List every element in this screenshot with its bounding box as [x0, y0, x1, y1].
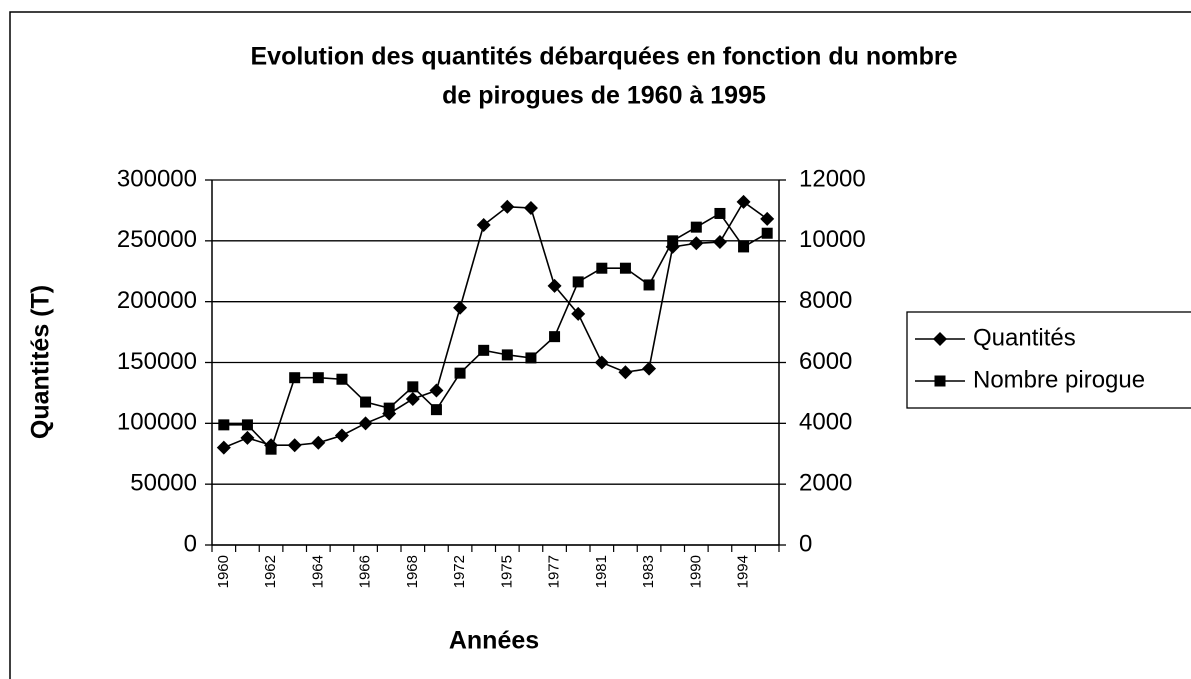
x-tick-label: 1962	[262, 555, 279, 588]
data-point	[501, 349, 513, 361]
x-axis-title: Années	[449, 627, 539, 655]
x-tick-label: 1990	[687, 555, 704, 588]
data-point	[934, 375, 946, 387]
data-point	[500, 199, 515, 214]
data-point	[571, 306, 586, 321]
chart-title: Evolution des quantités débarquées en fo…	[250, 43, 957, 71]
y-tick-label: 0	[184, 530, 197, 557]
legend-box	[906, 311, 1191, 409]
data-point	[933, 332, 947, 346]
data-point	[289, 372, 301, 384]
legend-label: Quantités	[973, 324, 1076, 351]
y-tick-label: 300000	[117, 165, 197, 192]
legend-label: Nombre pirogue	[973, 366, 1145, 393]
data-point	[454, 367, 466, 379]
data-point	[241, 419, 253, 431]
data-point	[334, 428, 349, 443]
data-point	[429, 383, 444, 398]
data-point	[218, 419, 230, 431]
y2-tick-label: 10000	[799, 226, 866, 253]
y-tick-label: 50000	[130, 470, 197, 497]
data-point	[689, 236, 704, 251]
data-point	[667, 235, 679, 247]
x-tick-label: 1968	[404, 555, 421, 588]
y2-tick-label: 4000	[799, 409, 852, 436]
data-point	[525, 352, 537, 364]
data-point	[594, 355, 609, 370]
x-tick-label: 1981	[593, 555, 610, 588]
x-tick-label: 1977	[546, 555, 563, 588]
data-point	[736, 194, 751, 209]
data-point	[240, 430, 255, 445]
y2-tick-label: 2000	[799, 470, 852, 497]
data-point	[336, 373, 348, 385]
y2-tick-label: 12000	[799, 165, 866, 192]
y2-tick-label: 8000	[799, 287, 852, 314]
data-point	[407, 381, 419, 393]
y-tick-label: 250000	[117, 226, 197, 253]
x-tick-label: 1972	[451, 555, 468, 588]
data-point	[643, 279, 655, 291]
data-point	[619, 262, 631, 274]
data-point	[383, 402, 395, 414]
x-tick-label: 1975	[498, 555, 515, 588]
data-point	[216, 440, 231, 455]
x-tick-label: 1983	[640, 555, 657, 588]
data-point	[547, 278, 562, 293]
y-tick-label: 100000	[117, 409, 197, 436]
y2-tick-label: 0	[799, 530, 812, 557]
data-point	[453, 300, 468, 315]
y-axis-title: Quantités (T)	[27, 285, 55, 439]
y-tick-label: 200000	[117, 287, 197, 314]
data-point	[430, 404, 442, 416]
data-point	[596, 262, 608, 274]
data-point	[360, 396, 372, 408]
data-point	[358, 416, 373, 431]
chart-title: de pirogues de 1960 à 1995	[442, 82, 766, 110]
x-tick-label: 1994	[735, 555, 752, 588]
data-point	[478, 344, 490, 356]
data-point	[311, 435, 326, 450]
x-tick-label: 1960	[215, 555, 232, 588]
data-point	[760, 211, 775, 226]
data-point	[476, 218, 491, 233]
data-point	[690, 221, 702, 233]
data-point	[572, 276, 584, 288]
data-point	[642, 361, 657, 376]
data-point	[712, 235, 727, 250]
data-point	[405, 392, 420, 406]
y-tick-label: 150000	[117, 348, 197, 375]
data-point	[761, 227, 773, 239]
data-point	[265, 443, 277, 455]
data-point	[523, 200, 538, 215]
data-point	[714, 207, 726, 219]
data-point	[738, 241, 750, 253]
data-point	[618, 365, 633, 380]
y2-tick-label: 6000	[799, 348, 852, 375]
x-tick-label: 1966	[357, 555, 374, 588]
data-point	[549, 331, 561, 343]
data-point	[312, 372, 324, 384]
x-tick-label: 1964	[309, 555, 326, 588]
data-point	[287, 438, 302, 453]
